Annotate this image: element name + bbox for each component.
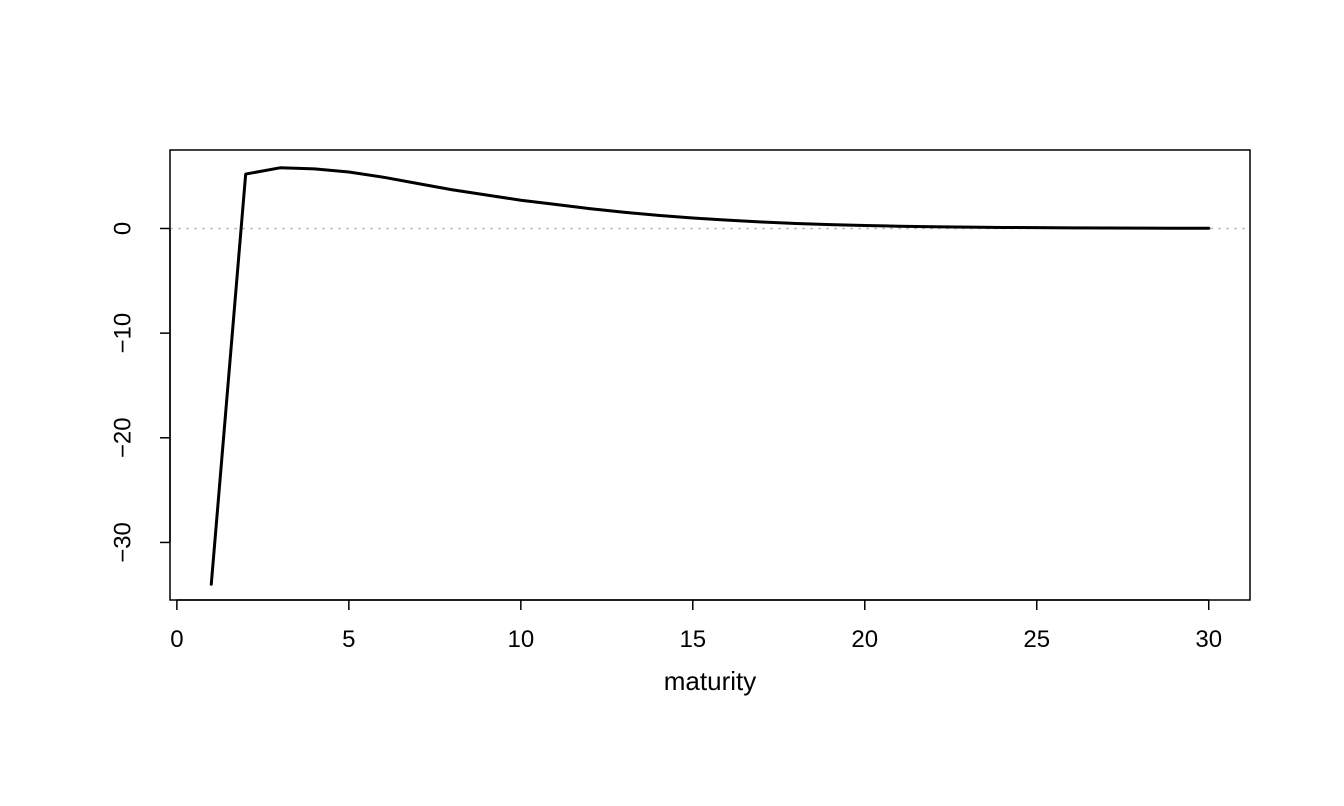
x-axis-label: maturity <box>664 666 756 696</box>
data-series-line <box>211 168 1208 585</box>
x-tick-label: 20 <box>851 626 878 653</box>
plot-box <box>170 150 1250 600</box>
y-tick-label: 0 <box>109 222 136 235</box>
x-tick-label: 5 <box>342 626 355 653</box>
maturity-line-chart: 0 5 10 15 20 25 30 maturity −30 −20 −10 0 <box>0 0 1344 806</box>
x-tick-label: 15 <box>679 626 706 653</box>
x-tick-label: 10 <box>507 626 534 653</box>
y-tick-label: −10 <box>109 313 136 354</box>
x-tick-label: 30 <box>1195 626 1222 653</box>
x-tick-label: 25 <box>1023 626 1050 653</box>
y-tick-label: −20 <box>109 417 136 458</box>
y-tick-label: −30 <box>109 522 136 563</box>
chart-container: 0 5 10 15 20 25 30 maturity −30 −20 −10 0 <box>0 0 1344 806</box>
x-tick-label: 0 <box>170 626 183 653</box>
